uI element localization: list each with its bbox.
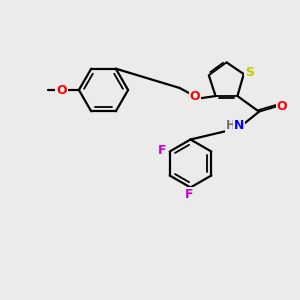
Text: F: F bbox=[158, 143, 166, 157]
Text: F: F bbox=[185, 188, 193, 201]
Text: N: N bbox=[234, 119, 244, 132]
Text: S: S bbox=[244, 66, 253, 79]
Text: O: O bbox=[56, 83, 67, 97]
Text: O: O bbox=[277, 100, 287, 113]
Text: O: O bbox=[190, 90, 200, 104]
Text: H: H bbox=[226, 119, 236, 132]
